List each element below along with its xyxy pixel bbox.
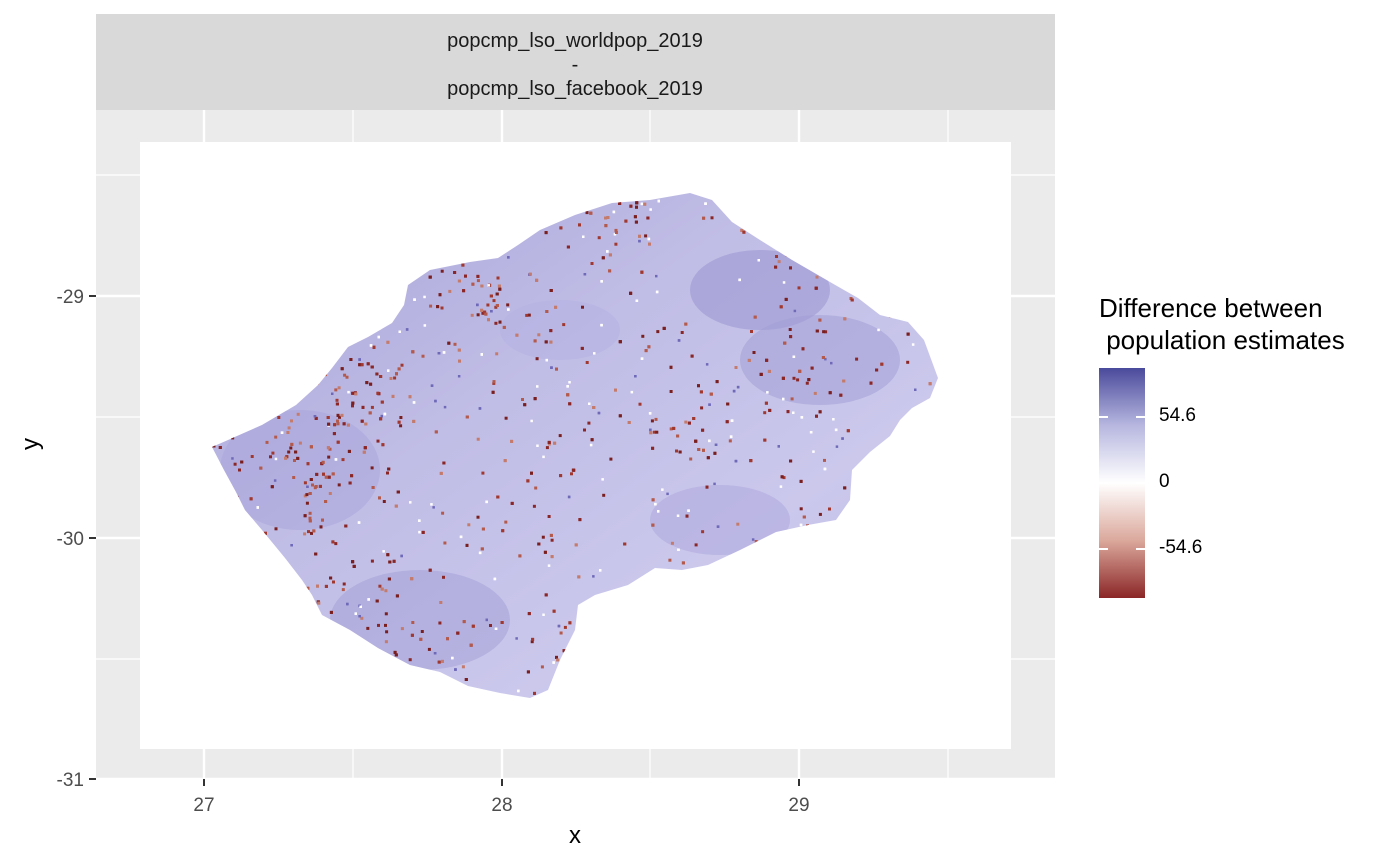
legend-colorbar: 54.6 0 -54.6 bbox=[1099, 368, 1202, 598]
axis-ticks bbox=[89, 295, 800, 786]
legend-title: Difference between population estimates bbox=[1099, 293, 1345, 355]
y-tick-label--31: -31 bbox=[57, 770, 84, 791]
legend-label-low: -54.6 bbox=[1159, 537, 1203, 558]
x-tick-label-28: 28 bbox=[491, 795, 512, 816]
y-tick-label--30: -30 bbox=[57, 529, 84, 550]
legend-tick-high bbox=[1099, 416, 1145, 418]
legend-tick-low bbox=[1099, 548, 1145, 550]
facet-strip-line3: popcmp_lso_facebook_2019 bbox=[447, 78, 703, 100]
x-tick-label-27: 27 bbox=[193, 795, 214, 816]
facet-strip-line1: popcmp_lso_worldpop_2019 bbox=[447, 30, 703, 52]
facet-strip-line2: - bbox=[572, 54, 579, 76]
legend-tick-zero bbox=[1099, 482, 1145, 484]
x-tick-label-29: 29 bbox=[788, 795, 809, 816]
legend: Difference between population estimates … bbox=[1099, 292, 1389, 598]
legend-label-high: 54.6 bbox=[1159, 405, 1196, 426]
y-axis-title: y bbox=[17, 438, 44, 450]
y-tick-label--29: -29 bbox=[57, 287, 84, 308]
x-axis-title: x bbox=[569, 822, 581, 849]
facet-strip bbox=[96, 14, 1055, 110]
legend-label-zero: 0 bbox=[1159, 471, 1170, 492]
